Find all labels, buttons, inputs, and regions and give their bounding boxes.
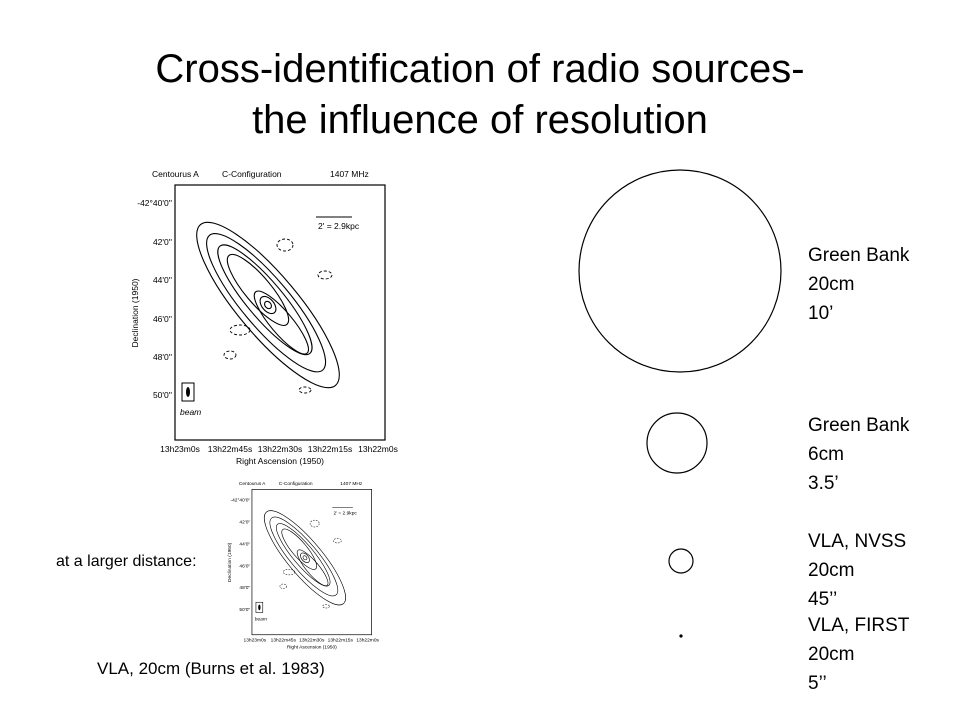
beam-circle xyxy=(578,169,782,373)
map-header: 1407 MHz xyxy=(340,481,363,487)
y-axis-label: Declination (1950) xyxy=(130,278,140,347)
y-tick-label: 48'0'' xyxy=(239,585,250,591)
map-header: Centourus A xyxy=(152,169,199,179)
x-tick-label: 13h22m30s xyxy=(258,444,302,454)
map-header: C-Configuration xyxy=(279,481,313,487)
beam-label: Green Bank xyxy=(808,415,910,436)
y-tick-label: -42°40'0'' xyxy=(231,497,251,503)
map-frame xyxy=(251,489,372,636)
beam-box xyxy=(181,382,195,402)
beam-label: 5’’ xyxy=(808,673,827,694)
x-tick-label: 13h22m0s xyxy=(358,444,398,454)
x-tick-label: 13h22m15s xyxy=(328,638,354,644)
beam-shape xyxy=(186,387,190,397)
y-tick-label: 44'0'' xyxy=(239,541,250,547)
y-tick-label: 50'0'' xyxy=(153,390,172,400)
y-axis-label: Declination (1950) xyxy=(227,542,233,582)
beam-shape xyxy=(258,604,261,611)
map-header: C-Configuration xyxy=(222,169,282,179)
radio-map: Centourus A C-Configuration 1407 MHz -42… xyxy=(130,169,398,466)
scale-label: 2' = 2.9kpc xyxy=(333,510,357,516)
x-tick-label: 13h23m0s xyxy=(160,444,200,454)
x-tick-label: 13h22m30s xyxy=(299,638,325,644)
y-tick-label: 44'0'' xyxy=(153,275,172,285)
beam-circle xyxy=(668,548,694,574)
beam-circle xyxy=(646,412,708,474)
beam-label: VLA, NVSS xyxy=(808,531,906,552)
y-tick-label: 50'0'' xyxy=(239,607,250,613)
beam-label: 20cm xyxy=(808,560,854,581)
beam-labels: Green Bank 20cm 10’ Green Bank 6cm 3.5’ VLA, N… xyxy=(808,245,910,694)
x-tick-label: 13h23m0s xyxy=(244,638,267,644)
x-tick-label: 13h22m0s xyxy=(356,638,379,644)
beam-label: 10’ xyxy=(808,303,833,324)
map-header: Centourus A xyxy=(239,481,266,487)
beam-box xyxy=(255,601,264,613)
y-tick-label: 46'0'' xyxy=(239,563,250,569)
y-tick-label: 42'0'' xyxy=(239,520,250,526)
beam-label: beam xyxy=(255,617,267,623)
beam-label: VLA, FIRST xyxy=(808,615,910,636)
beam-label: 45’’ xyxy=(808,589,837,610)
beam-label: Green Bank xyxy=(808,245,910,266)
x-tick-label: 13h22m45s xyxy=(208,444,252,454)
beam-circle xyxy=(679,634,683,638)
caption: VLA, 20cm (Burns et al. 1983) xyxy=(97,659,325,678)
map-frame xyxy=(174,184,386,441)
y-tick-label: 46'0'' xyxy=(153,314,172,324)
beam-label: beam xyxy=(180,407,201,417)
radio-map-small: Centourus A C-Configuration 1407 MHz -42… xyxy=(227,481,380,651)
beam-label: 6cm xyxy=(808,444,844,465)
scale-label: 2' = 2.9kpc xyxy=(318,221,360,231)
y-tick-label: -42°40'0'' xyxy=(137,198,172,208)
x-axis-label: Right Ascension (1950) xyxy=(287,644,337,650)
side-label: at a larger distance: xyxy=(56,553,197,570)
contours xyxy=(196,221,340,389)
beam-label: 20cm xyxy=(808,644,854,665)
contours xyxy=(264,510,346,606)
beam-label: 20cm xyxy=(808,274,854,295)
y-tick-label: 48'0'' xyxy=(153,352,172,362)
x-tick-label: 13h22m15s xyxy=(308,444,352,454)
x-axis-label: Right Ascension (1950) xyxy=(236,456,324,466)
map-header: 1407 MHz xyxy=(330,169,369,179)
title-line: the influence of resolution xyxy=(252,98,708,142)
title-line: Cross-identification of radio sources- xyxy=(155,47,804,91)
x-tick-label: 13h22m45s xyxy=(271,638,297,644)
y-tick-label: 42'0'' xyxy=(153,237,172,247)
beam-label: 3.5’ xyxy=(808,473,839,494)
